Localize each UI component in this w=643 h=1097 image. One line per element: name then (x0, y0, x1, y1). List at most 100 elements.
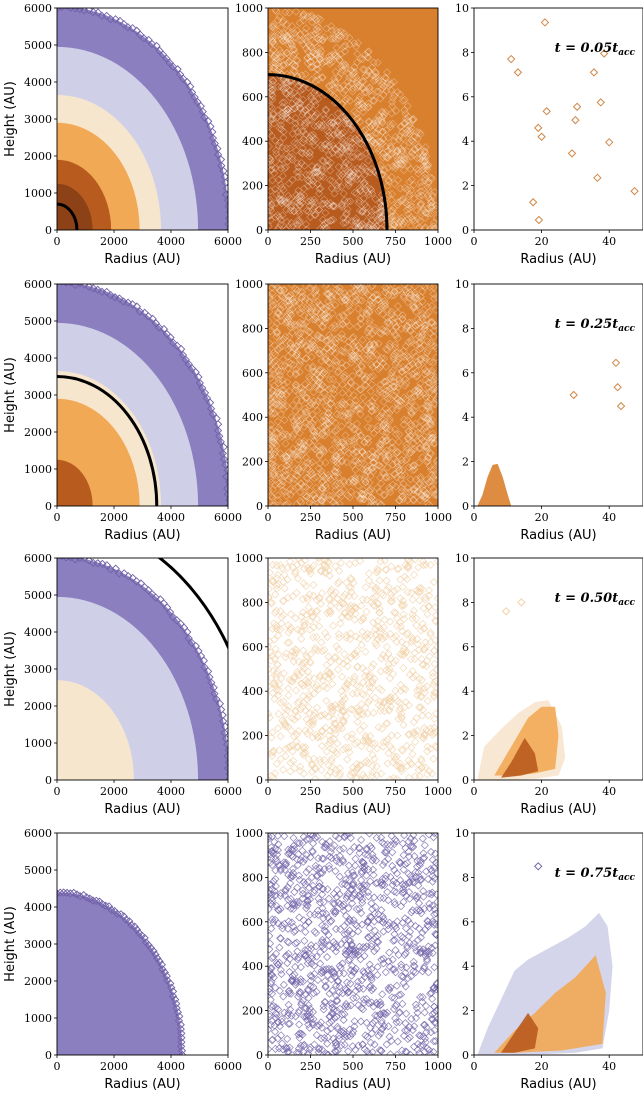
cloud-marker (340, 476, 349, 485)
cloud-marker (284, 358, 293, 367)
cloud-marker (308, 180, 317, 189)
cloud-marker (281, 225, 290, 230)
cloud-marker (296, 762, 305, 771)
cloud-marker (415, 682, 424, 691)
cloud-marker (296, 86, 305, 95)
cloud-marker (344, 412, 353, 421)
cloud-marker (268, 485, 277, 494)
cloud-marker (423, 921, 432, 930)
cloud-marker (424, 193, 433, 202)
cloud-marker (312, 307, 321, 316)
cloud-marker (340, 163, 349, 172)
cloud-marker (322, 747, 331, 756)
cloud-marker (330, 98, 339, 107)
cloud-marker (306, 340, 315, 349)
cloud-marker (312, 163, 321, 172)
cloud-marker (403, 484, 412, 492)
cloud-marker (318, 484, 327, 493)
cloud-marker (386, 617, 395, 626)
cloud-marker (274, 141, 283, 150)
cloud-marker (417, 333, 426, 342)
cloud-marker (344, 170, 353, 179)
cloud-marker (292, 423, 301, 432)
cloud-marker (332, 410, 341, 419)
cloud-marker (406, 834, 415, 843)
cloud-marker (408, 466, 417, 475)
cloud-marker (421, 354, 430, 363)
cloud-marker (354, 357, 363, 366)
cloud-marker (418, 287, 427, 296)
cloud-marker (268, 682, 273, 691)
cloud-marker (321, 313, 330, 322)
cloud-marker (299, 135, 308, 144)
cloud-marker (418, 482, 427, 491)
cloud-marker (283, 638, 292, 648)
cloud-marker (275, 401, 284, 410)
cloud-marker (275, 943, 284, 952)
cloud-marker (399, 134, 408, 143)
cloud-marker (348, 67, 357, 76)
cloud-marker (391, 425, 400, 434)
cloud-marker (339, 844, 348, 853)
x-tick-label: 1000 (424, 511, 452, 524)
cloud-marker (414, 386, 423, 395)
cloud-marker (325, 989, 334, 998)
cloud-marker (331, 356, 340, 365)
cloud-marker (275, 213, 284, 222)
cloud-marker (365, 117, 374, 126)
cloud-marker (268, 114, 275, 123)
cloud-marker (332, 463, 341, 472)
cloud-marker (388, 460, 397, 469)
edge-marker (125, 917, 134, 926)
cloud-marker (357, 363, 366, 372)
y-tick-label: 6 (462, 367, 469, 380)
cloud-marker (310, 38, 319, 47)
cloud-marker (268, 157, 274, 166)
cloud-marker (339, 1015, 348, 1025)
cloud-marker (268, 890, 274, 899)
cloud-marker (288, 872, 297, 881)
cloud-marker (306, 976, 315, 985)
cloud-marker (350, 437, 359, 446)
cloud-marker (316, 55, 325, 64)
cloud-marker (432, 677, 438, 686)
cloud-marker (315, 622, 324, 631)
cloud-marker (318, 476, 327, 485)
cloud-marker (295, 1006, 304, 1015)
cloud-marker (356, 495, 365, 504)
cloud-marker (322, 56, 331, 65)
cloud-marker (377, 107, 386, 116)
cloud-marker (341, 61, 350, 70)
cloud-marker (285, 306, 294, 315)
cloud-marker (341, 875, 351, 884)
cloud-marker (392, 357, 401, 366)
cloud-marker (318, 73, 327, 82)
cloud-marker (359, 967, 368, 976)
edge-marker (82, 893, 91, 902)
cloud-marker (342, 116, 351, 125)
cloud-marker (410, 303, 419, 312)
cloud-marker (393, 565, 402, 574)
edge-marker (224, 220, 228, 228)
cloud-marker (306, 398, 315, 407)
edge-marker (216, 705, 226, 714)
cloud-marker (429, 439, 438, 448)
cloud-marker (283, 108, 292, 117)
cloud-marker (429, 289, 438, 298)
cloud-marker (313, 164, 322, 173)
cloud-marker (381, 473, 390, 482)
cloud-marker (300, 297, 309, 306)
cloud-marker (274, 479, 283, 488)
cloud-marker (428, 358, 437, 367)
edge-marker (224, 758, 228, 766)
edge-marker (219, 166, 228, 176)
cloud-marker (286, 309, 295, 318)
cloud-marker (268, 389, 276, 398)
cloud-marker (302, 225, 311, 230)
panel-r4c1: 0 2000 4000 60000100020003000400050006000Ra… (3, 827, 242, 1092)
cloud-marker (309, 982, 318, 992)
shell-4 (57, 459, 93, 506)
cloud-marker (316, 373, 325, 382)
cloud-marker (317, 385, 326, 393)
cloud-marker (398, 367, 407, 376)
